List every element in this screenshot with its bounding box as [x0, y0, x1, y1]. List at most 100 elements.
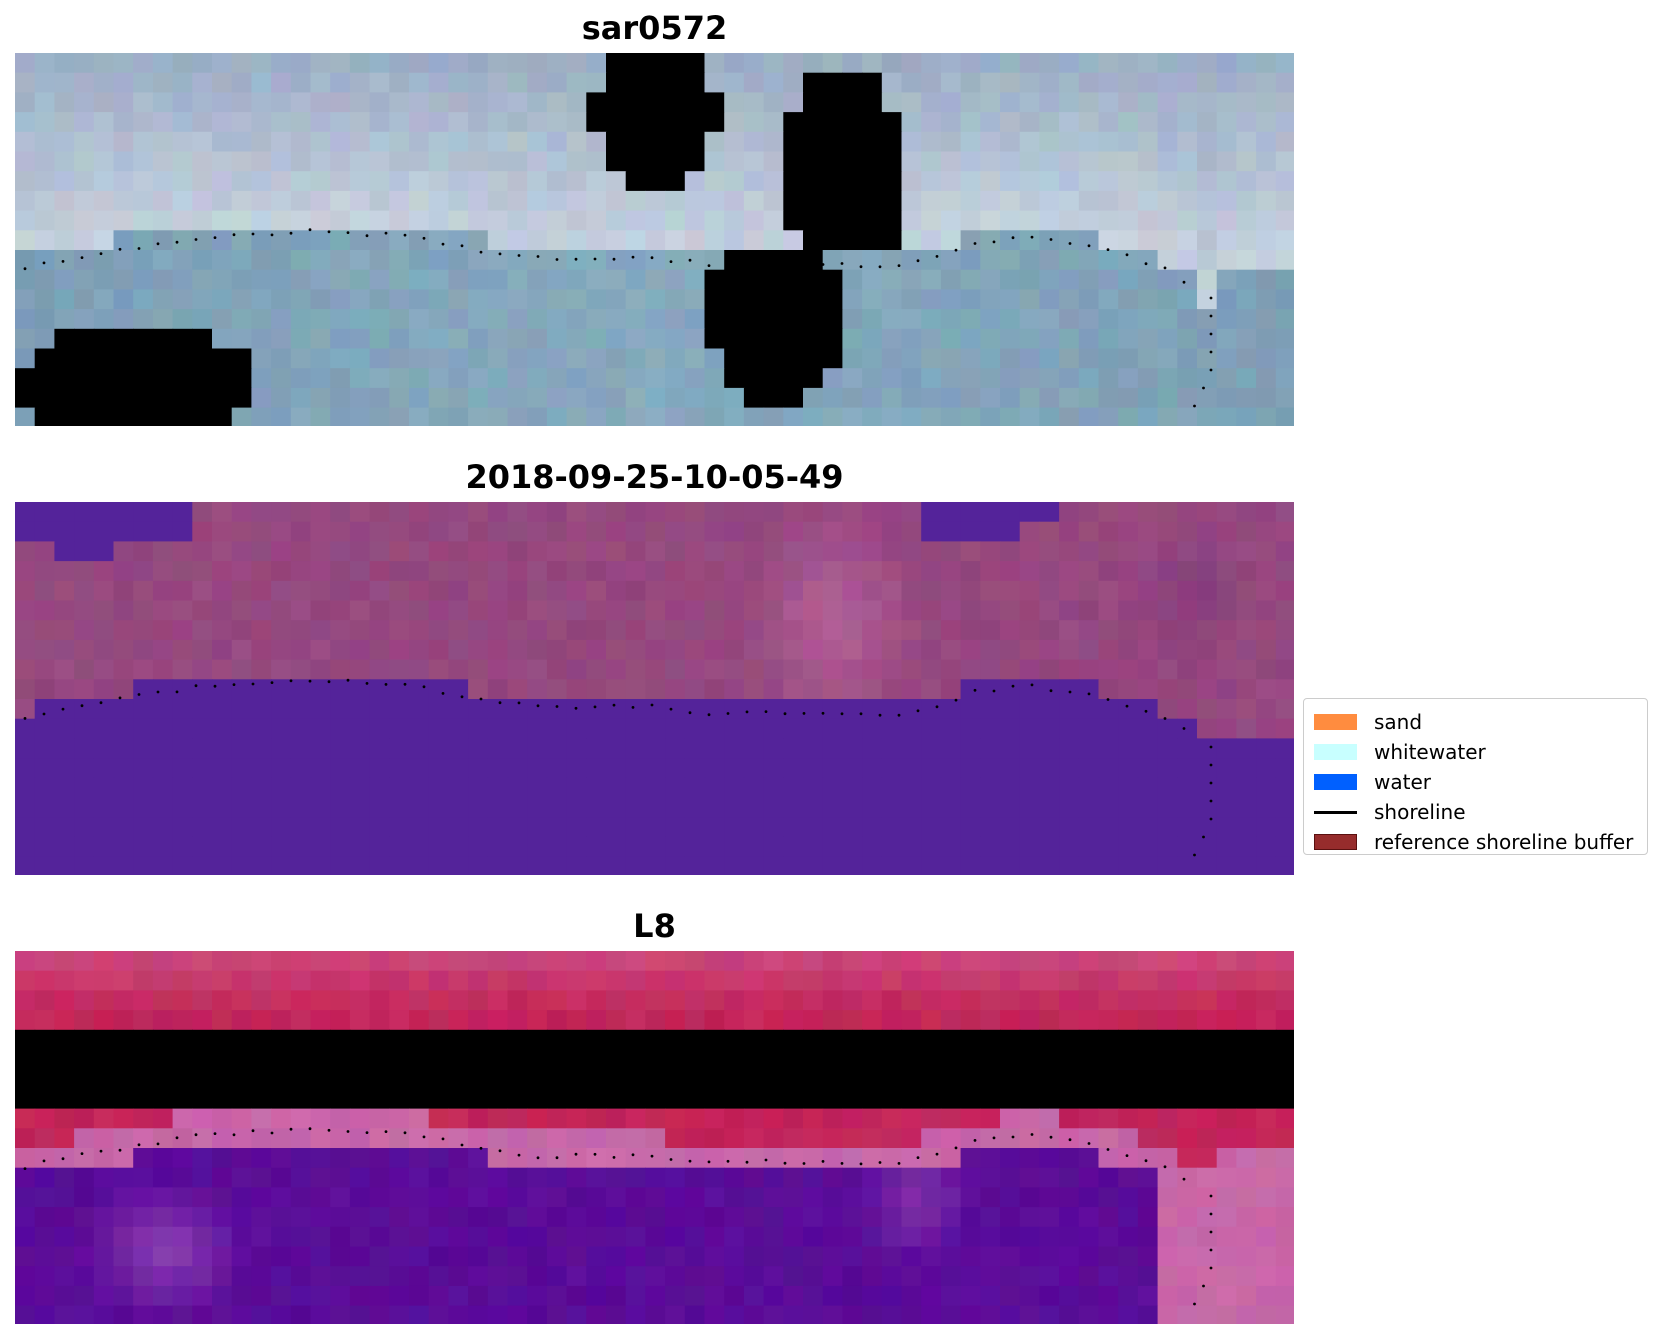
image-pixel	[192, 738, 213, 759]
image-pixel	[1137, 639, 1159, 661]
image-pixel	[1177, 1266, 1198, 1287]
image-pixel	[842, 561, 863, 582]
shoreline-point	[346, 1130, 350, 1133]
image-pixel	[527, 970, 548, 991]
shoreline-point	[346, 231, 350, 235]
image-pixel	[625, 639, 646, 661]
image-pixel	[940, 171, 962, 192]
image-pixel	[960, 1167, 981, 1188]
image-pixel	[842, 990, 863, 1011]
image-pixel	[606, 1010, 627, 1031]
image-pixel	[389, 92, 410, 113]
image-pixel	[1157, 970, 1178, 991]
image-pixel	[881, 250, 903, 271]
image-pixel	[448, 817, 469, 838]
image-pixel	[74, 171, 95, 192]
image-pixel	[409, 856, 430, 875]
image-pixel	[487, 738, 509, 759]
image-pixel	[1177, 1029, 1198, 1051]
image-pixel	[724, 269, 745, 290]
image-pixel	[1137, 171, 1159, 192]
image-pixel	[389, 1207, 410, 1228]
image-pixel	[901, 541, 922, 562]
image-pixel	[803, 580, 824, 602]
image-pixel	[783, 639, 804, 661]
image-pixel	[212, 1010, 233, 1031]
image-pixel	[389, 289, 410, 310]
legend-item-water: water	[1312, 767, 1639, 797]
image-pixel	[704, 561, 725, 582]
image-pixel	[980, 1187, 1001, 1208]
image-pixel	[507, 758, 528, 779]
shoreline-point	[1209, 1230, 1213, 1234]
image-pixel	[310, 1010, 331, 1031]
image-pixel	[487, 990, 509, 1011]
shoreline-point	[726, 712, 730, 715]
image-pixel	[881, 368, 903, 389]
image-pixel	[271, 250, 292, 271]
image-pixel	[783, 1187, 804, 1208]
image-pixel	[1177, 797, 1198, 818]
image-pixel	[409, 836, 430, 858]
image-pixel	[487, 600, 509, 621]
image-pixel	[1177, 1167, 1198, 1188]
image-pixel	[606, 1207, 627, 1228]
image-pixel	[606, 1285, 627, 1307]
image-pixel	[921, 407, 942, 426]
shoreline-point	[536, 1156, 540, 1160]
image-pixel	[1118, 1088, 1139, 1110]
image-pixel	[606, 951, 627, 972]
image-pixel	[54, 777, 75, 799]
image-pixel	[1078, 1069, 1100, 1090]
image-pixel	[763, 1069, 784, 1090]
image-pixel	[881, 797, 903, 818]
image-pixel	[212, 718, 233, 739]
image-pixel	[684, 620, 706, 641]
image-pixel	[1197, 407, 1218, 426]
image-pixel	[310, 171, 331, 192]
image-pixel	[389, 836, 410, 858]
image-pixel	[1157, 368, 1178, 389]
image-pixel	[1078, 1246, 1100, 1267]
image-pixel	[842, 348, 863, 369]
image-pixel	[980, 639, 1001, 661]
image-pixel	[684, 521, 706, 542]
image-pixel	[724, 659, 745, 680]
image-pixel	[940, 856, 962, 875]
image-pixel	[684, 72, 706, 93]
image-pixel	[369, 1167, 390, 1188]
image-pixel	[1256, 210, 1277, 231]
image-pixel	[1098, 659, 1119, 680]
image-pixel	[763, 328, 784, 350]
image-pixel	[93, 387, 115, 409]
image-pixel	[113, 679, 134, 700]
image-pixel	[192, 970, 213, 991]
image-pixel	[487, 53, 509, 74]
shoreline-point	[916, 709, 920, 713]
image-pixel	[546, 561, 568, 582]
image-pixel	[389, 970, 410, 991]
image-pixel	[1059, 1069, 1080, 1090]
image-pixel	[428, 407, 449, 426]
image-pixel	[1019, 738, 1040, 759]
image-pixel	[862, 348, 883, 369]
image-pixel	[1118, 1148, 1139, 1169]
image-pixel	[93, 777, 115, 799]
image-pixel	[1078, 190, 1100, 212]
image-pixel	[93, 1128, 115, 1149]
image-pixel	[468, 639, 489, 661]
image-pixel	[1157, 758, 1178, 779]
image-pixel	[783, 521, 804, 542]
image-pixel	[960, 151, 981, 172]
image-pixel	[349, 718, 371, 739]
image-pixel	[1157, 718, 1178, 739]
image-pixel	[54, 1128, 75, 1149]
image-pixel	[743, 72, 765, 93]
image-pixel	[763, 250, 784, 271]
image-pixel	[1197, 190, 1218, 212]
image-pixel	[133, 639, 154, 661]
image-pixel	[862, 1108, 883, 1129]
image-pixel	[389, 541, 410, 562]
image-pixel	[527, 1108, 548, 1129]
image-pixel	[271, 561, 292, 582]
